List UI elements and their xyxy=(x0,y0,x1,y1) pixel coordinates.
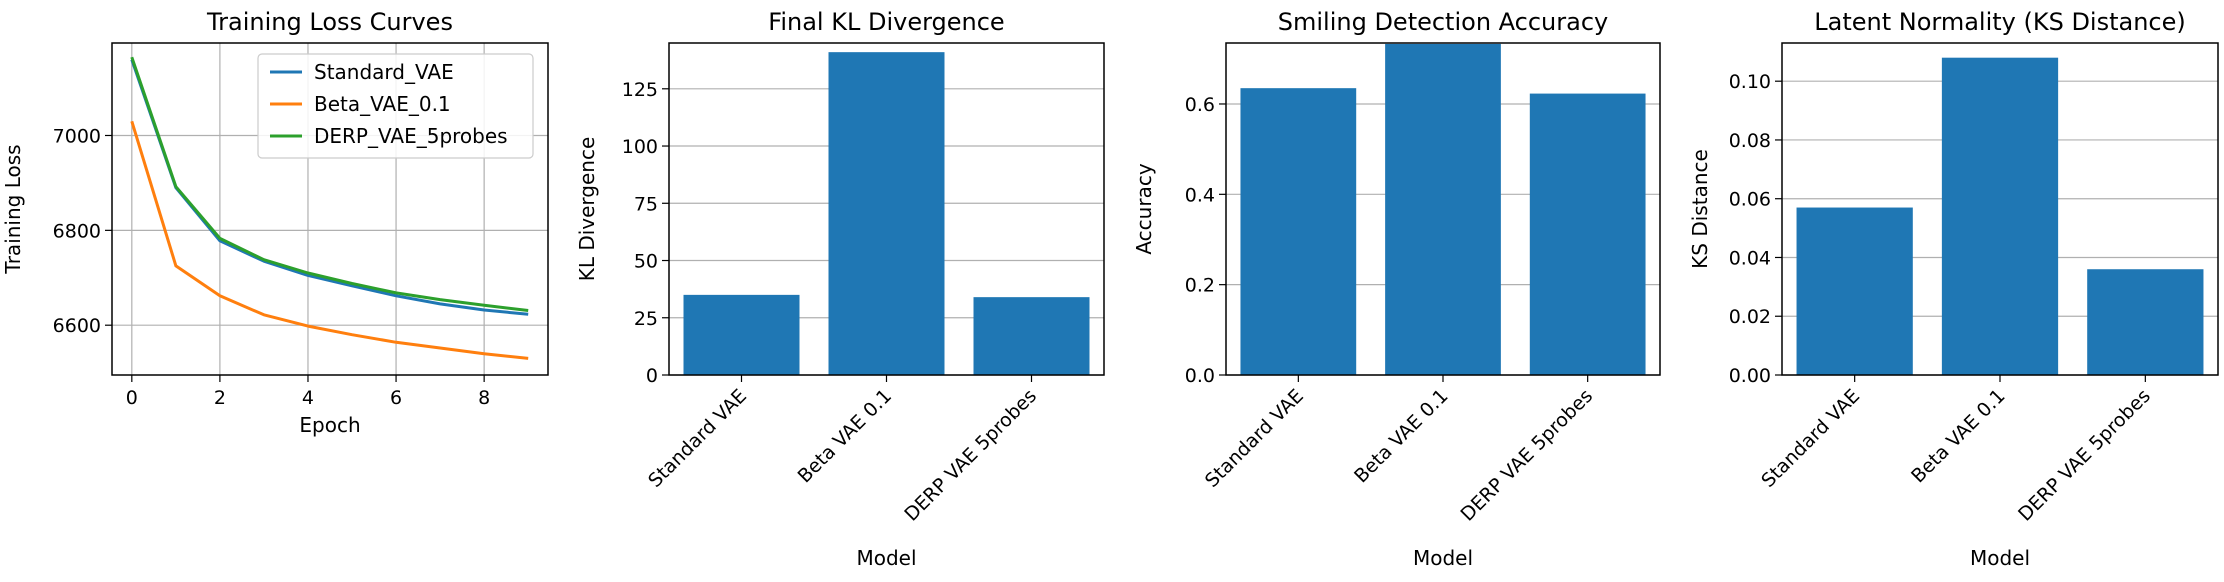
y-tick-label: 0.04 xyxy=(1729,247,1771,269)
y-tick-label: 100 xyxy=(622,136,658,158)
y-tick-label: 0.06 xyxy=(1729,189,1771,211)
bar-derp-vae-5probes xyxy=(2087,269,2204,375)
series-line-DERP_VAE_5probes xyxy=(130,56,529,312)
x-tick-label: DERP VAE 5probes xyxy=(900,385,1041,526)
x-tick-label: Standard VAE xyxy=(1201,385,1308,492)
y-tick-label: 0.4 xyxy=(1185,184,1215,206)
y-axis-label: Accuracy xyxy=(1132,163,1156,254)
x-tick-label: 8 xyxy=(478,387,490,409)
bar-beta-vae-0.1 xyxy=(1941,57,2059,375)
y-tick-label: 0.08 xyxy=(1729,130,1771,152)
x-tick-label: DERP VAE 5probes xyxy=(1456,385,1597,526)
y-tick-label: 75 xyxy=(634,193,658,215)
bar-beta-vae-0.1 xyxy=(828,52,945,375)
y-axis-label: KS Distance xyxy=(1688,149,1712,269)
bar-standard-vae xyxy=(683,294,800,375)
bar-standard-vae xyxy=(1796,207,1913,375)
y-tick-label: 125 xyxy=(622,79,658,101)
x-axis-label: Epoch xyxy=(299,413,360,437)
y-tick-label: 50 xyxy=(634,251,658,273)
y-tick-label: 0.02 xyxy=(1729,306,1771,328)
y-tick-label: 6800 xyxy=(53,220,101,242)
chart-4: Latent Normality (KS Distance) Standard V… xyxy=(1688,8,2219,570)
y-tick-label: 0.10 xyxy=(1729,71,1771,93)
axes-frame xyxy=(111,42,549,376)
legend: Standard_VAE Beta_VAE_0.1 DERP_VAE_5probes xyxy=(257,53,534,159)
x-tick-label: 6 xyxy=(390,387,402,409)
y-tick-label: 0 xyxy=(646,365,658,387)
chart-2: Final KL Divergence Standard VAE Beta VAE … xyxy=(575,8,1105,570)
legend-entry: Standard_VAE xyxy=(314,60,454,84)
y-tick-label: 25 xyxy=(634,308,658,330)
chart-3: Smiling Detection Accuracy Standard VAE Be… xyxy=(1132,8,1661,570)
bar-standard-vae xyxy=(1240,88,1357,375)
y-tick-label: 6600 xyxy=(53,315,101,337)
x-tick-label: Beta VAE 0.1 xyxy=(794,385,896,487)
legend-entry: Beta_VAE_0.1 xyxy=(314,92,451,116)
x-tick-label: 2 xyxy=(214,387,226,409)
chart-title: Smiling Detection Accuracy xyxy=(1278,8,1608,36)
x-axis-label: Model xyxy=(856,546,916,570)
axes-frame xyxy=(1225,42,1661,376)
y-tick-label: 7000 xyxy=(53,125,101,147)
bar-derp-vae-5probes xyxy=(1529,93,1646,375)
legend-box xyxy=(257,53,534,159)
y-axis-label: KL Divergence xyxy=(575,137,599,282)
y-axis-label: Training Loss xyxy=(1,144,25,274)
x-axis-label: Model xyxy=(1413,546,1473,570)
y-tick-label: 0.00 xyxy=(1729,365,1771,387)
chart-title: Training Loss Curves xyxy=(206,8,453,36)
bar-derp-vae-5probes xyxy=(973,297,1090,375)
x-tick-label: Standard VAE xyxy=(644,385,751,492)
x-axis-label: Model xyxy=(1970,546,2030,570)
x-tick-label: 4 xyxy=(302,387,314,409)
x-tick-label: Beta VAE 0.1 xyxy=(1350,385,1452,487)
axes-frame xyxy=(668,42,1105,376)
chart-title: Latent Normality (KS Distance) xyxy=(1814,8,2186,36)
legend-entry: DERP_VAE_5probes xyxy=(314,124,508,148)
bar-beta-vae-0.1 xyxy=(1385,43,1501,375)
series-line-Beta_VAE_0.1 xyxy=(130,120,529,360)
x-tick-label: 0 xyxy=(126,387,138,409)
axes-frame xyxy=(1781,42,2219,376)
x-tick-label: Standard VAE xyxy=(1757,385,1864,492)
x-tick-label: Beta VAE 0.1 xyxy=(1907,385,2009,487)
x-tick-label: DERP VAE 5probes xyxy=(2014,385,2155,526)
y-tick-label: 0.6 xyxy=(1185,94,1215,116)
y-tick-label: 0.0 xyxy=(1185,365,1215,387)
y-tick-label: 0.2 xyxy=(1185,275,1215,297)
chart-1: Training Loss Curves 0 2 4 6 8 6600 6800 7000 Epo… xyxy=(1,8,549,437)
chart-title: Final KL Divergence xyxy=(768,8,1004,36)
